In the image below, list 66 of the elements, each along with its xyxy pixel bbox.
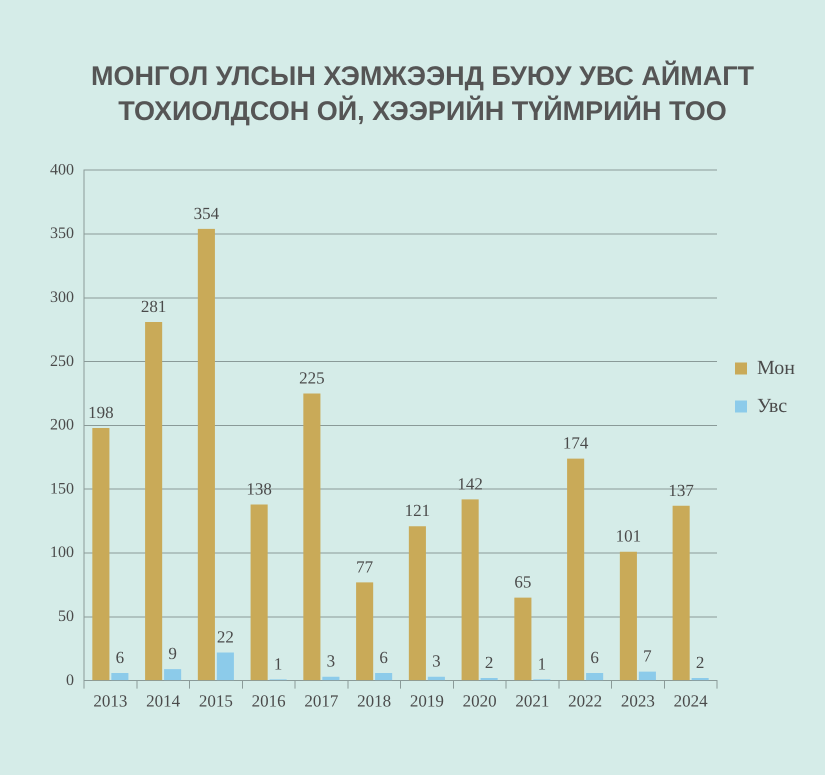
x-tick-label: 2014 (146, 691, 181, 710)
data-label: 2 (484, 653, 494, 672)
data-label: 198 (88, 402, 114, 422)
data-label: 281 (140, 297, 166, 316)
bar (164, 669, 182, 680)
data-label: 7 (643, 646, 652, 666)
data-label: 174 (562, 434, 589, 453)
bar (567, 458, 584, 680)
bar (198, 228, 215, 680)
data-label: 225 (299, 368, 325, 388)
data-label: 65 (514, 572, 532, 592)
data-label: 121 (404, 501, 430, 520)
data-label: 9 (168, 644, 177, 664)
data-label: 2 (696, 653, 704, 672)
bar (462, 499, 479, 680)
bar (92, 428, 110, 680)
bar (408, 526, 426, 680)
data-label: 6 (116, 648, 124, 667)
data-label: 1 (538, 654, 546, 674)
x-tick-label: 2018 (357, 691, 392, 710)
data-label: 6 (590, 648, 599, 667)
data-label: 77 (356, 557, 374, 576)
y-tick-label: 200 (50, 416, 74, 434)
y-tick-label: 50 (58, 608, 74, 626)
data-label: 3 (326, 652, 336, 671)
x-tick-label: 2019 (410, 691, 444, 710)
y-tick-label: 150 (50, 480, 74, 498)
y-tick-label: 400 (50, 161, 74, 178)
bar (514, 598, 532, 680)
x-tick-label: 2023 (620, 691, 655, 710)
bar (672, 506, 690, 680)
x-tick-label: 2015 (198, 691, 233, 710)
data-label: 137 (668, 480, 694, 500)
data-label: 142 (457, 474, 483, 494)
chart-title: МОНГОЛ УЛСЫН ХЭМЖЭЭНД БУЮУ УВС АЙМАГТ ТОХИОЛДСОН ОЙ, ХЭЭРИЙН ТҮЙМРИЙН ТОО (90, 60, 755, 126)
bar (216, 652, 234, 680)
bar (250, 504, 268, 680)
data-label: 6 (379, 648, 388, 667)
data-label: 22 (216, 627, 234, 646)
data-label: 1 (274, 654, 282, 674)
legend-label: Увс (757, 394, 788, 417)
x-tick-label: 2017 (304, 691, 339, 710)
y-tick-label: 0 (66, 672, 74, 689)
x-tick-label: 2016 (252, 691, 286, 710)
data-label: 354 (194, 204, 220, 223)
bar (375, 672, 392, 680)
data-label: 138 (246, 479, 272, 498)
legend-label: Мон (757, 356, 796, 379)
bar (303, 394, 320, 680)
y-tick-label: 300 (50, 289, 74, 306)
y-tick-label: 250 (50, 352, 74, 370)
data-label: 101 (616, 526, 642, 546)
bar (111, 672, 128, 680)
bar (620, 552, 637, 680)
bar (145, 322, 162, 680)
x-tick-label: 2022 (568, 691, 602, 710)
x-tick-label: 2024 (674, 691, 708, 710)
y-tick-label: 350 (50, 225, 74, 242)
x-tick-label: 2021 (515, 691, 550, 710)
data-label: 3 (432, 652, 441, 671)
x-tick-label: 2020 (462, 691, 497, 710)
bar (638, 672, 656, 680)
bar (586, 672, 604, 680)
x-tick-label: 2013 (93, 691, 128, 710)
bar (356, 582, 374, 680)
y-tick-label: 100 (50, 544, 74, 562)
